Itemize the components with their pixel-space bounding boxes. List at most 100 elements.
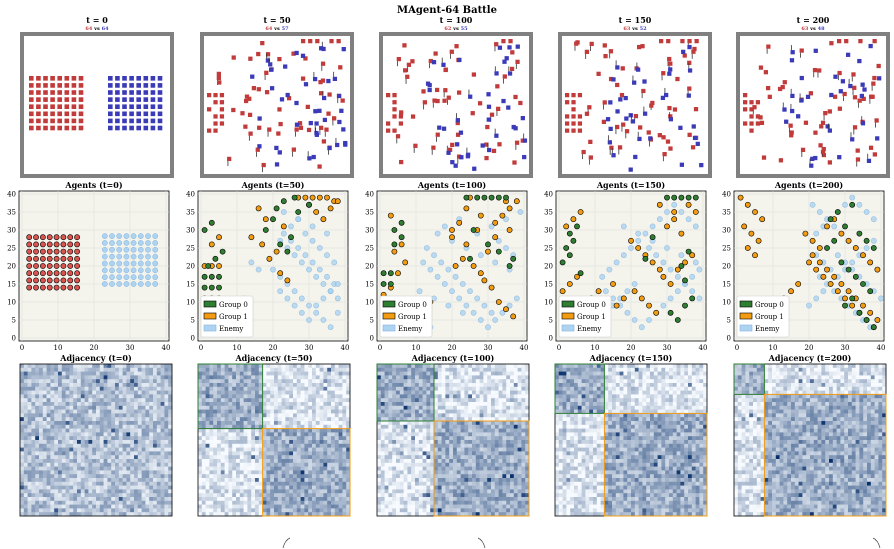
adjacency-cell — [266, 478, 271, 483]
blue-agent — [129, 97, 134, 102]
agent-point — [33, 277, 39, 284]
enemy-point — [130, 267, 137, 274]
adjacency-cell — [430, 371, 435, 376]
adjacency-cell — [239, 481, 244, 486]
enemy-point — [116, 281, 123, 287]
agents-title: Agents (t=50) — [241, 180, 305, 190]
adjacency-cell — [258, 394, 263, 399]
adjacency-cell — [251, 409, 256, 414]
red-agent — [265, 52, 271, 57]
red-agent — [447, 147, 453, 152]
adjacency-cell — [42, 500, 47, 505]
adjacency-cell — [61, 443, 66, 448]
adjacency-cell — [164, 459, 169, 464]
enemy-point — [870, 216, 877, 223]
adjacency-cell — [217, 386, 222, 391]
adjacency-cell — [232, 436, 237, 441]
adjacency-cell — [92, 489, 97, 494]
adjacency-cell — [239, 489, 244, 494]
adjacency-cell — [243, 508, 248, 513]
adjacency-cell — [232, 451, 237, 456]
adjacency-cell — [312, 409, 317, 414]
adjacency-cell — [411, 383, 416, 388]
adjacency-cell — [50, 500, 55, 505]
adjacency-cell — [35, 474, 40, 479]
red-agent — [43, 97, 48, 102]
adjacency-cell — [251, 485, 256, 490]
adjacency-cell — [334, 379, 339, 384]
red-agent — [78, 118, 84, 124]
legend-label: Enemy — [219, 325, 243, 333]
adjacency-cell — [27, 508, 32, 513]
y-tick-label: 35 — [544, 209, 553, 217]
adjacency-cell — [168, 409, 173, 414]
enemy-point — [696, 295, 703, 302]
adjacency-cell — [255, 500, 260, 505]
blue-agent — [115, 111, 120, 117]
adjacency-cell — [35, 379, 40, 384]
adjacency-cell — [449, 367, 454, 372]
agent-trail — [856, 161, 858, 167]
adjacency-cell — [103, 459, 108, 464]
adjacency-cell — [80, 508, 85, 513]
adjacency-cell — [346, 432, 351, 437]
adjacency-cell — [46, 421, 51, 426]
group1-block — [262, 428, 351, 517]
adjacency-cell — [130, 428, 135, 433]
adjacency-cell — [300, 375, 305, 380]
adjacency-cell — [418, 375, 423, 380]
adjacency-cell — [251, 512, 256, 517]
agent-trail — [396, 138, 398, 144]
adjacency-cell — [164, 481, 169, 486]
blue-agent — [335, 142, 340, 148]
adjacency-cell — [69, 424, 74, 429]
adjacency-cell — [266, 413, 271, 418]
adjacency-cell — [224, 462, 229, 467]
adjacency-cell — [35, 481, 40, 486]
adjacency-cell — [228, 478, 233, 483]
agent-point — [60, 270, 67, 277]
blue-agent — [642, 79, 647, 84]
blue-agent — [486, 117, 491, 122]
adjacency-cell — [270, 497, 275, 502]
adjacency-cell — [201, 466, 206, 471]
group1-point — [813, 266, 820, 273]
adjacency-cell — [224, 379, 229, 384]
adjacency-cell — [277, 417, 282, 422]
adjacency-cell — [118, 432, 123, 437]
adjacency-cell — [118, 440, 123, 445]
adjacency-cell — [434, 386, 439, 391]
red-agent — [294, 127, 299, 132]
adjacency-cell — [293, 432, 298, 437]
adjacency-cell — [304, 413, 309, 418]
adjacency-cell — [456, 383, 461, 388]
group0-point — [852, 273, 859, 280]
adjacency-cell — [149, 478, 154, 483]
enemy-point — [302, 230, 309, 237]
red-agent — [434, 87, 440, 93]
adjacency-cell — [315, 447, 320, 452]
adjacency-cell — [236, 390, 241, 395]
adjacency-cell — [31, 375, 36, 380]
adjacency-cell — [270, 432, 275, 437]
enemy-point — [123, 233, 130, 239]
blue-agent — [257, 116, 262, 121]
enemy-point — [309, 237, 316, 244]
adjacency-cell — [65, 413, 70, 418]
adjacency-cell — [251, 489, 256, 494]
adjacency-cell — [164, 500, 169, 505]
adjacency-cell — [27, 485, 32, 490]
agent-trail — [429, 63, 430, 69]
adjacency-cell — [164, 379, 169, 384]
adjacency-cell — [217, 478, 222, 483]
adjacency-cell — [346, 508, 351, 513]
adjacency-cell — [134, 447, 139, 452]
adjacency-cell — [441, 367, 446, 372]
red-agent — [833, 94, 838, 99]
adjacency-cell — [65, 462, 70, 467]
agent-point — [60, 234, 67, 241]
red-agent — [243, 124, 248, 129]
adjacency-cell — [270, 375, 275, 380]
adjacency-cell — [323, 451, 328, 456]
group0-point — [201, 273, 208, 280]
